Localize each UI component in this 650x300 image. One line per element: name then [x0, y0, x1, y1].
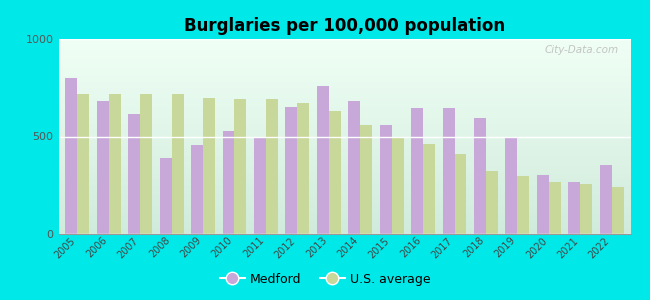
Bar [423, 144, 435, 234]
Title: Burglaries per 100,000 population: Burglaries per 100,000 population [184, 17, 505, 35]
Bar [537, 175, 549, 234]
Bar [612, 187, 623, 234]
Bar [128, 114, 140, 234]
Bar [411, 108, 423, 234]
Bar [254, 138, 266, 234]
Bar [266, 99, 278, 234]
Bar [580, 184, 592, 234]
Bar [454, 154, 467, 234]
Bar [360, 125, 372, 234]
Bar [600, 165, 612, 234]
Bar [140, 94, 152, 234]
Bar [568, 182, 580, 234]
Bar [329, 111, 341, 234]
Bar [474, 118, 486, 234]
Bar [549, 182, 561, 234]
Bar [66, 78, 77, 234]
Bar [285, 107, 297, 234]
Bar [506, 136, 517, 234]
Bar [380, 125, 392, 234]
Bar [235, 99, 246, 234]
Bar [97, 101, 109, 234]
Bar [172, 94, 183, 234]
Bar [517, 176, 529, 234]
Bar [222, 130, 235, 234]
Legend: Medford, U.S. average: Medford, U.S. average [214, 268, 436, 291]
Bar [109, 94, 121, 234]
Bar [77, 94, 89, 234]
Text: City-Data.com: City-Data.com [545, 45, 619, 55]
Bar [443, 108, 454, 234]
Bar [203, 98, 215, 234]
Bar [317, 86, 329, 234]
Bar [191, 145, 203, 234]
Bar [348, 101, 360, 234]
Bar [392, 137, 404, 234]
Bar [486, 171, 498, 234]
Bar [297, 103, 309, 234]
Bar [160, 158, 172, 234]
